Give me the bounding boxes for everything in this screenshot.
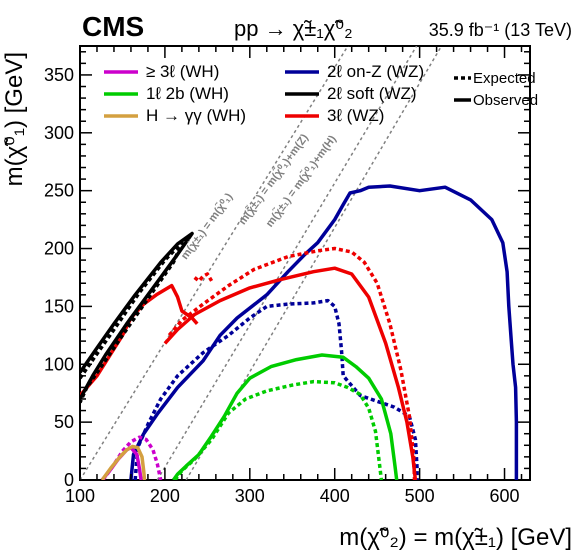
style-legend-label: Expected bbox=[473, 70, 536, 87]
legend-label: H → γγ (WH) bbox=[146, 106, 246, 125]
y-tick-label: 300 bbox=[44, 123, 74, 143]
x-axis-title: m(χ̃⁰₂) = m(χ̃±₁) [GeV] bbox=[339, 524, 572, 551]
plot-frame bbox=[79, 45, 531, 481]
exclusion-contours bbox=[80, 184, 519, 480]
contour-expected-2 bbox=[133, 298, 419, 480]
x-tick-label: 600 bbox=[490, 486, 520, 506]
experiment-label: CMS bbox=[82, 11, 144, 42]
x-tick-label: 300 bbox=[235, 486, 265, 506]
y-tick-label: 100 bbox=[44, 354, 74, 374]
contour-observed-3 bbox=[163, 266, 418, 480]
contour-expected-10 bbox=[80, 240, 184, 404]
legend-label: 1ℓ 2b (WH) bbox=[146, 84, 229, 103]
legend-label: 2ℓ on-Z (WZ) bbox=[327, 62, 424, 81]
diagonal-line-2 bbox=[156, 46, 418, 480]
contour-expected-6 bbox=[193, 272, 214, 283]
style-legend-label: Observed bbox=[473, 92, 538, 109]
line-style-legend: Expected Observed bbox=[454, 70, 538, 109]
y-tick-label: 350 bbox=[44, 65, 74, 85]
contour-observed-13 bbox=[100, 444, 147, 480]
contour-observed-4 bbox=[80, 283, 199, 397]
x-tick-label: 400 bbox=[320, 486, 350, 506]
x-tick-label: 500 bbox=[405, 486, 435, 506]
axis-ticks: 100 200 300 400 500 600 0 50 100 150 200 250 300 350 bbox=[44, 46, 530, 506]
process-label: pp → χ̃±₁χ̃⁰₂ bbox=[234, 16, 353, 41]
y-tick-label: 200 bbox=[44, 239, 74, 259]
legend: ≥ 3ℓ (WH) 1ℓ 2b (WH) H → γγ (WH) 2ℓ on-Z (W… bbox=[104, 62, 424, 125]
contour-observed-7 bbox=[171, 353, 399, 480]
x-tick-label: 200 bbox=[150, 486, 180, 506]
diagonal-label-1: m(χ̃±₁) = m(χ̃⁰₁) bbox=[178, 190, 235, 262]
y-tick-label: 250 bbox=[44, 181, 74, 201]
contour-observed-1 bbox=[129, 184, 519, 480]
y-tick-label: 0 bbox=[64, 470, 74, 490]
legend-label: 2ℓ soft (WZ) bbox=[327, 84, 417, 103]
contour-observed-9 bbox=[80, 231, 194, 400]
legend-label: 3ℓ (WZ) bbox=[327, 106, 384, 125]
legend-label: ≥ 3ℓ (WH) bbox=[146, 62, 219, 81]
contour-expected-8 bbox=[173, 379, 384, 480]
y-tick-label: 50 bbox=[54, 412, 74, 432]
luminosity-label: 35.9 fb⁻¹ (13 TeV) bbox=[429, 20, 572, 40]
diagonal-annotations: m(χ̃±₁) = m(χ̃⁰₁) m(χ̃±₁) = m(χ̃⁰₁)+m(Z)m… bbox=[178, 131, 339, 262]
y-tick-label: 150 bbox=[44, 296, 74, 316]
x-tick-label: 100 bbox=[65, 486, 95, 506]
y-axis-title: m(χ̃⁰₁) [GeV] bbox=[1, 52, 28, 186]
